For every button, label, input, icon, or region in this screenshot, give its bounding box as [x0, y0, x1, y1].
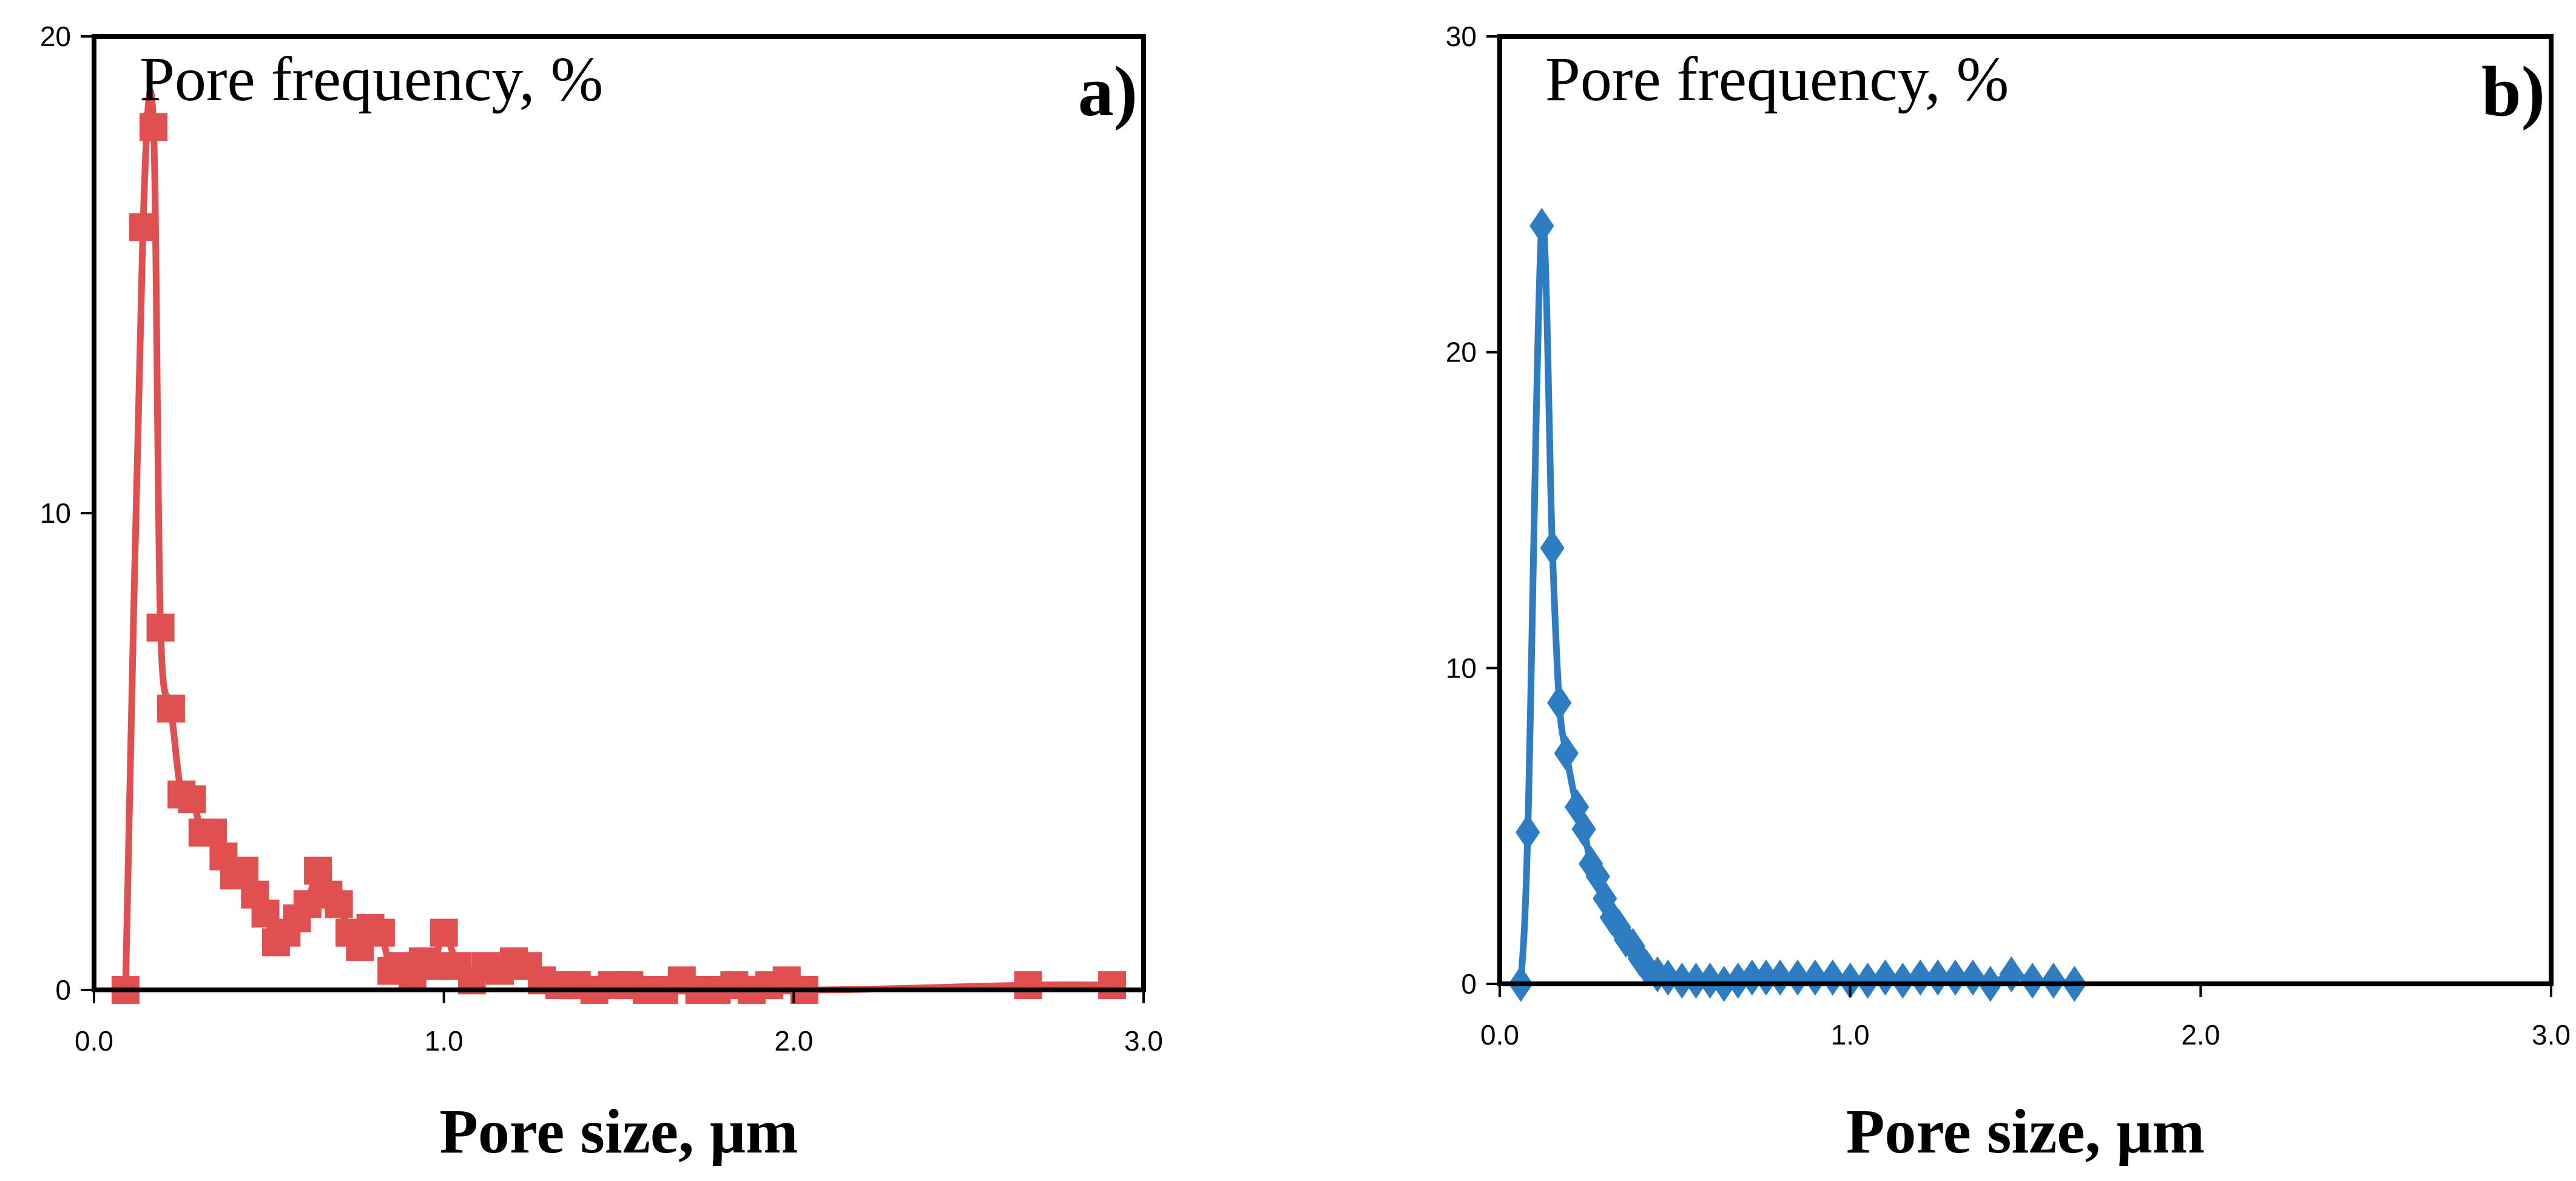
panel-b-data-point — [1540, 530, 1565, 567]
panel-b-data-point — [1767, 959, 1793, 996]
panel-b-data-point — [1579, 846, 1603, 882]
panel-b-data-point — [1554, 735, 1579, 772]
panel-b-data-point — [1925, 959, 1951, 996]
panel-b-data-point — [1960, 959, 1986, 996]
panel-a-x-axis-title: Pore size, μm — [439, 1097, 798, 1166]
panel-a-plot-frame — [92, 34, 1146, 992]
panel-b-x-tick-label: 0.0 — [1480, 1019, 1519, 1051]
panel-b-y-tick-label: 20 — [1446, 337, 1477, 368]
panel-a-y-tick-label: 20 — [40, 21, 71, 52]
panel-a-x-ticks: 0.0 1.0 2.0 3.0 — [75, 990, 1163, 1057]
panel-b-data-point — [1785, 959, 1810, 996]
panel-a-data-point — [146, 613, 175, 642]
panel-b-data-point — [1802, 959, 1828, 996]
panel-a-x-tick-label: 2.0 — [774, 1025, 813, 1057]
panel-b-data-point — [1908, 959, 1933, 996]
panel-a-data-point — [430, 918, 458, 947]
panel-a-data-point — [140, 113, 168, 141]
panel-b-data-point — [1739, 959, 1765, 996]
panel-a-data-point — [199, 818, 228, 847]
panel-b-data-point — [1873, 959, 1898, 996]
panel-b: 0.0 1.0 2.0 3.0 0 10 20 30 Pore frequency, % b… — [1446, 21, 2571, 1166]
panel-a-data-point — [1014, 971, 1042, 1000]
panel-b-label: b) — [2481, 52, 2545, 131]
panel-b-data-point — [1820, 959, 1845, 996]
panel-b-title: Pore frequency, % — [1545, 44, 2009, 114]
panel-a-data-point — [304, 856, 332, 885]
panel-a-label: a) — [1078, 52, 1138, 131]
panel-b-data-point — [1838, 963, 1863, 999]
panel-b-data-point — [1943, 959, 1968, 996]
panel-b-y-tick-label: 30 — [1446, 21, 1477, 52]
panel-a-series-line — [122, 87, 1113, 994]
panel-a-data-point — [419, 952, 448, 980]
panel-a-data-point — [129, 213, 157, 241]
panel-a-data-point — [325, 890, 353, 918]
panel-b-y-ticks: 0 10 20 30 — [1446, 21, 1500, 1000]
panel-b-x-axis-title: Pore size, μm — [1846, 1097, 2205, 1166]
panel-b-data-point — [1547, 684, 1572, 721]
panel-b-data-point — [1516, 814, 1540, 850]
panel-a-x-tick-label: 1.0 — [425, 1025, 464, 1057]
panel-b-data-point — [1529, 207, 1554, 244]
panel-a-x-tick-label: 0.0 — [75, 1025, 113, 1057]
panel-b-x-ticks: 0.0 1.0 2.0 3.0 — [1480, 984, 2571, 1051]
panel-b-y-tick-label: 10 — [1446, 652, 1477, 684]
panel-a-data-point — [1098, 971, 1127, 1000]
panel-b-data-point — [1571, 811, 1596, 847]
panel-a-y-ticks: 0 10 20 — [40, 21, 94, 1006]
panel-b-data-point — [1670, 963, 1694, 999]
panel-a-data-point — [157, 695, 185, 723]
panel-a-marks — [111, 87, 1127, 1004]
panel-b-data-point — [1890, 963, 1915, 999]
panel-b-data-point — [1855, 963, 1880, 999]
panel-b-marks — [1508, 207, 2087, 1002]
panel-a-data-point — [366, 918, 395, 947]
panel-b-plot-frame — [1497, 34, 2554, 986]
panel-a-title: Pore frequency, % — [140, 44, 603, 114]
panel-b-data-point — [1684, 963, 1708, 999]
panel-b-data-point — [1753, 959, 1779, 996]
panel-a-data-point — [178, 785, 206, 813]
panel-b-x-tick-label: 1.0 — [1831, 1019, 1870, 1051]
panel-a-x-tick-label: 3.0 — [1124, 1025, 1163, 1057]
panel-a-data-point — [230, 856, 258, 885]
panel-b-data-point — [2020, 963, 2045, 999]
panel-b-y-tick-label: 0 — [1461, 968, 1477, 1000]
panel-b-x-tick-label: 3.0 — [2532, 1019, 2571, 1051]
panel-b-x-tick-label: 2.0 — [2181, 1019, 2220, 1051]
panel-b-data-point — [2041, 963, 2066, 999]
panel-a-y-tick-label: 0 — [55, 974, 71, 1006]
panel-a-y-tick-label: 10 — [40, 497, 71, 529]
panel-b-data-point — [1999, 956, 2024, 993]
